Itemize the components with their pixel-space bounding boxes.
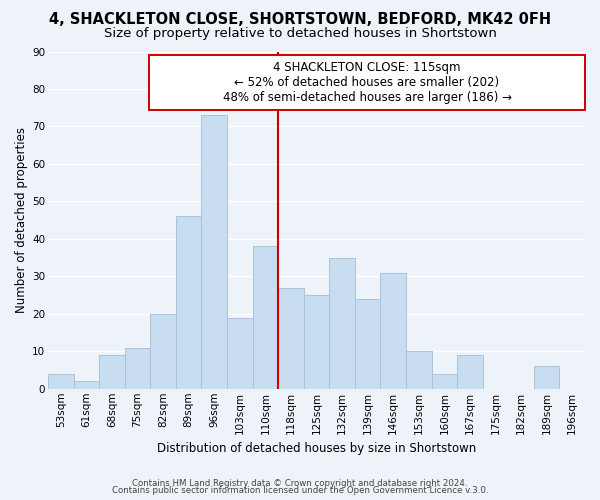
Bar: [431, 374, 457, 389]
Bar: [48, 374, 74, 389]
Bar: [74, 382, 99, 389]
Bar: [99, 355, 125, 389]
Text: 4 SHACKLETON CLOSE: 115sqm: 4 SHACKLETON CLOSE: 115sqm: [273, 61, 461, 74]
Bar: [151, 314, 176, 389]
Text: Contains HM Land Registry data © Crown copyright and database right 2024.: Contains HM Land Registry data © Crown c…: [132, 478, 468, 488]
Bar: [457, 355, 483, 389]
Bar: [253, 246, 278, 389]
Bar: [125, 348, 151, 389]
X-axis label: Distribution of detached houses by size in Shortstown: Distribution of detached houses by size …: [157, 442, 476, 455]
Bar: [329, 258, 355, 389]
Bar: [176, 216, 202, 389]
Bar: [278, 288, 304, 389]
Bar: [304, 295, 329, 389]
Y-axis label: Number of detached properties: Number of detached properties: [15, 127, 28, 313]
Text: 48% of semi-detached houses are larger (186) →: 48% of semi-detached houses are larger (…: [223, 91, 512, 104]
Bar: [380, 272, 406, 389]
Bar: [355, 299, 380, 389]
Bar: [406, 352, 431, 389]
Bar: [227, 318, 253, 389]
Text: ← 52% of detached houses are smaller (202): ← 52% of detached houses are smaller (20…: [235, 76, 500, 89]
Text: Contains public sector information licensed under the Open Government Licence v.: Contains public sector information licen…: [112, 486, 488, 495]
Text: 4, SHACKLETON CLOSE, SHORTSTOWN, BEDFORD, MK42 0FH: 4, SHACKLETON CLOSE, SHORTSTOWN, BEDFORD…: [49, 12, 551, 28]
FancyBboxPatch shape: [149, 55, 585, 110]
Bar: [534, 366, 559, 389]
Bar: [202, 115, 227, 389]
Text: Size of property relative to detached houses in Shortstown: Size of property relative to detached ho…: [104, 28, 496, 40]
